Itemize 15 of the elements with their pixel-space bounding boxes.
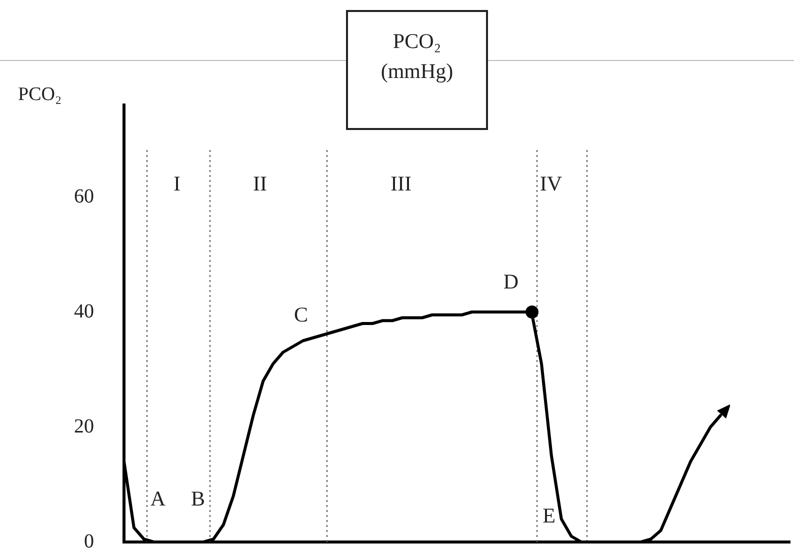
- annotation: C: [294, 302, 308, 327]
- annotation: I: [174, 172, 180, 196]
- y-axis-title: PCO₂: [18, 84, 62, 106]
- annotation: IV: [540, 172, 562, 196]
- annotation: E: [542, 504, 556, 528]
- y-tick-label: 20: [74, 415, 94, 438]
- y-tick-label: 0: [84, 530, 94, 552]
- annotation: II: [253, 172, 267, 196]
- annotation: B: [190, 486, 206, 511]
- annotation: D: [503, 270, 519, 294]
- annotation: A: [150, 486, 166, 511]
- y-tick-label: 60: [74, 185, 94, 208]
- annotation: III: [390, 172, 412, 196]
- y-tick-label: 40: [74, 300, 94, 322]
- chart-title: PCO₂ (mmHg): [346, 10, 488, 130]
